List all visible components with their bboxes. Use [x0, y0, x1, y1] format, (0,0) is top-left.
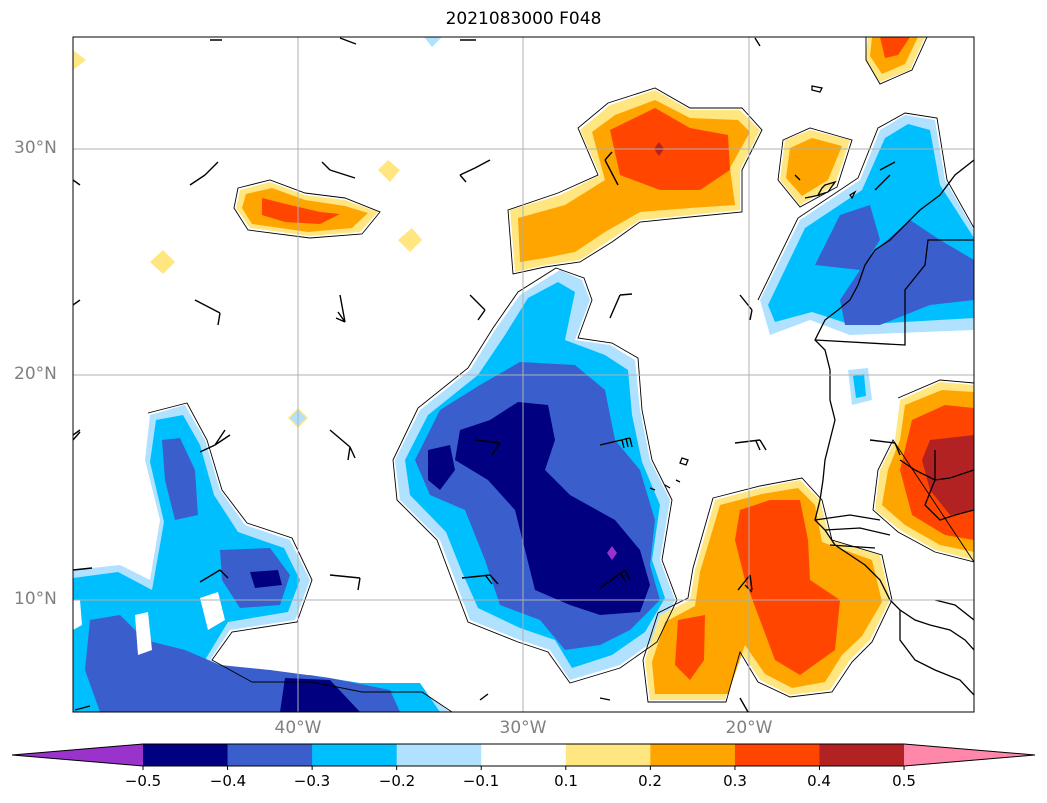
colorbar-tick-label: 0.1	[554, 772, 578, 790]
colorbar-segment	[565, 744, 651, 766]
colorbar-segment	[819, 744, 905, 766]
neg-contour-navy	[455, 402, 650, 615]
lon-label-40w: 40°W	[274, 718, 322, 738]
colorbar-extend-high	[904, 744, 1035, 766]
lon-label-20w: 20°W	[725, 718, 773, 738]
colorbar-tick-label: −0.1	[462, 772, 500, 790]
colorbar-tick-label: −0.4	[209, 772, 247, 790]
colorbar-segment	[396, 744, 482, 766]
lat-label-20n: 20°N	[14, 364, 57, 384]
colorbar-segment	[650, 744, 736, 766]
wind-barbs	[73, 37, 901, 712]
colorbar-segment	[227, 744, 313, 766]
neg-west-blue	[85, 438, 400, 712]
colorbar-tick-label: −0.2	[378, 772, 416, 790]
neg-min-purple	[607, 546, 617, 560]
pos-west-red	[262, 198, 340, 224]
pos-south-red	[675, 500, 840, 680]
neg-ne-blue	[815, 205, 974, 325]
map-frame	[72, 36, 975, 713]
lon-label-30w: 30°W	[499, 718, 547, 738]
lat-label-30n: 30°N	[14, 138, 57, 158]
map-title: 2021083000 F048	[445, 9, 602, 29]
colorbar-tick-label: −0.5	[124, 772, 162, 790]
colorbar-segment	[734, 744, 820, 766]
colorbar-segment	[481, 744, 567, 766]
colorbar-segment	[312, 744, 398, 766]
lat-label-10n: 10°N	[14, 589, 57, 609]
colorbar-tick-label: 0.5	[892, 772, 916, 790]
contour-lines	[147, 37, 974, 712]
colorbar-tick-label: 0.3	[723, 772, 747, 790]
gridlines	[73, 37, 974, 712]
colorbar-extend-low	[12, 744, 143, 766]
pos-ne-orange	[786, 37, 918, 196]
colorbar-segment	[143, 744, 229, 766]
neg-west-navy	[250, 570, 360, 712]
colorbar-tick-label: 0.2	[638, 772, 662, 790]
coastlines	[649, 85, 974, 696]
colorbar-tick-label: 0.4	[807, 772, 831, 790]
colorbar-tick-label: −0.3	[293, 772, 331, 790]
